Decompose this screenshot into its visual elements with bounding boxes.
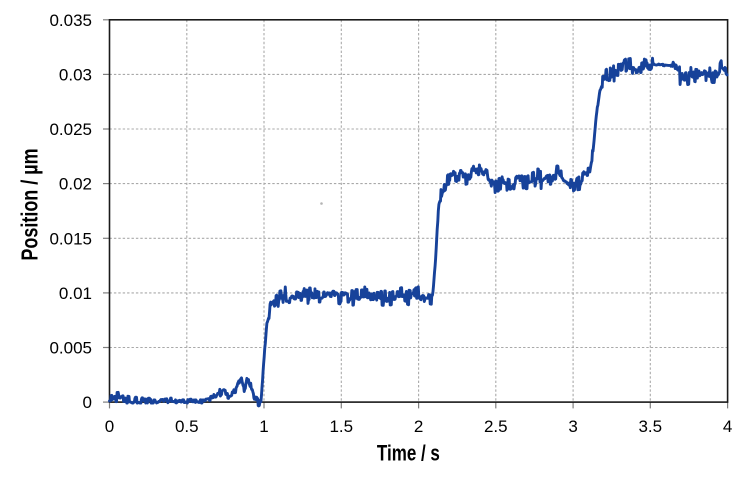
svg-text:0.015: 0.015 [49, 229, 92, 248]
svg-text:1.5: 1.5 [329, 417, 353, 436]
svg-text:2: 2 [414, 417, 423, 436]
svg-text:Position / µm: Position / µm [17, 148, 43, 260]
svg-text:0.01: 0.01 [59, 284, 92, 303]
svg-text:4: 4 [723, 417, 732, 436]
svg-text:0.02: 0.02 [59, 175, 92, 194]
svg-text:0.5: 0.5 [175, 417, 199, 436]
svg-text:0: 0 [105, 417, 114, 436]
svg-text:3: 3 [568, 417, 577, 436]
svg-text:2.5: 2.5 [484, 417, 508, 436]
svg-text:3.5: 3.5 [638, 417, 662, 436]
svg-text:0.025: 0.025 [49, 120, 92, 139]
svg-text:0.005: 0.005 [49, 339, 92, 358]
svg-text:0.03: 0.03 [59, 65, 92, 84]
svg-text:0.035: 0.035 [49, 11, 92, 30]
svg-text:Time / s: Time / s [377, 441, 440, 466]
svg-text:1: 1 [259, 417, 268, 436]
svg-text:0: 0 [83, 393, 92, 412]
